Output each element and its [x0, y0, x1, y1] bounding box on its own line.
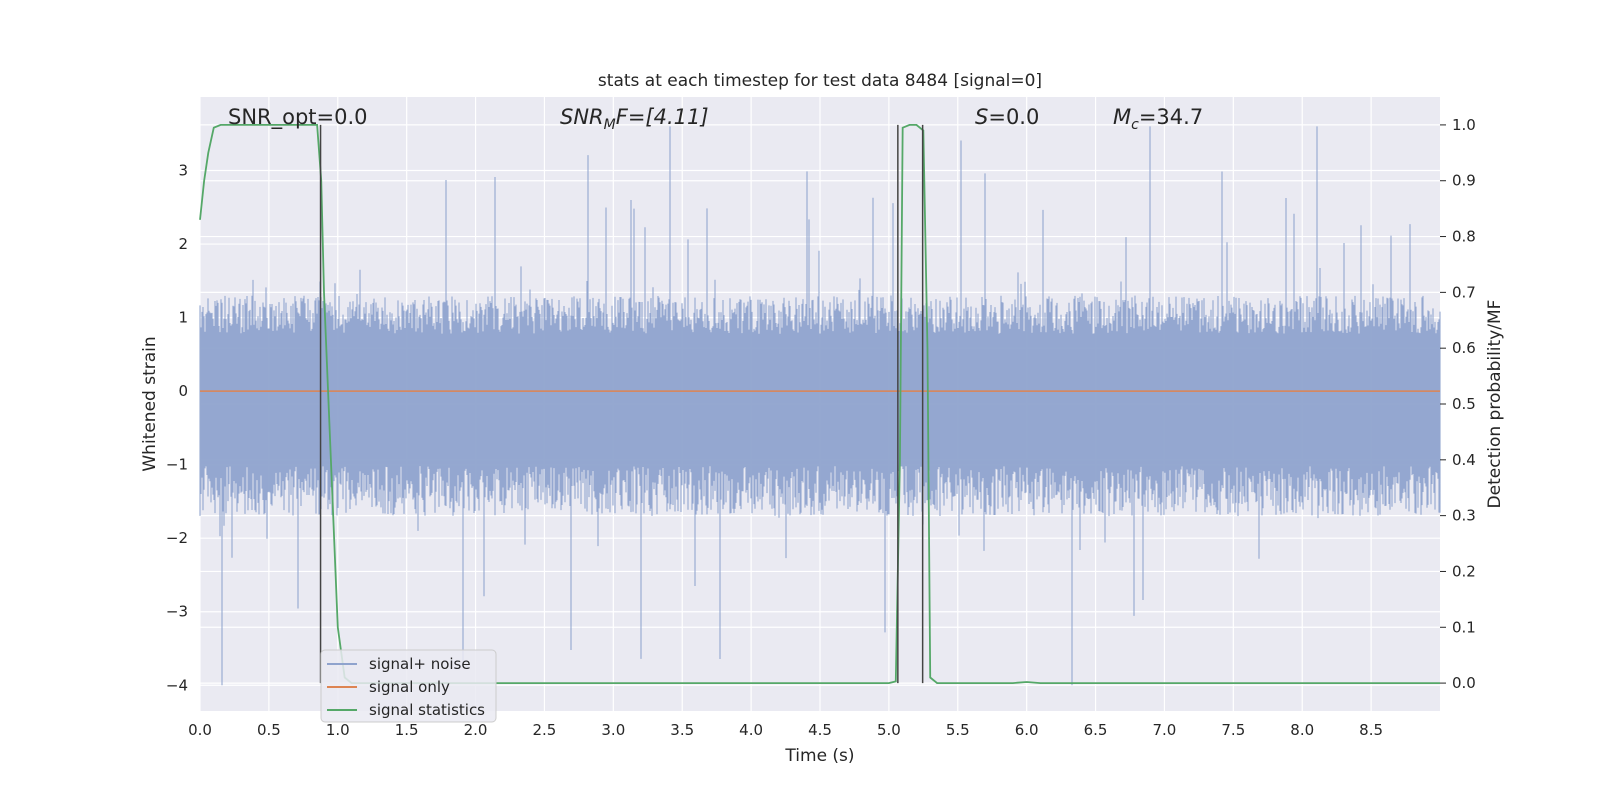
- annotation-mc: Mc=34.7: [1113, 105, 1203, 133]
- annotation-snr-mf-rest: F=[4.11]: [616, 105, 709, 129]
- annotation-snr-opt: SNR_opt=0.0: [228, 105, 368, 130]
- noise-trace: [199, 126, 1441, 686]
- y-tick-label-left: 1: [178, 309, 188, 327]
- y-tick-label-right: 0.9: [1452, 172, 1476, 190]
- x-tick-label: 3.5: [670, 721, 694, 739]
- x-tick-label: 5.0: [877, 721, 901, 739]
- y-tick-label-right: 0.3: [1452, 507, 1476, 525]
- annotation-s-rest: =0.0: [988, 105, 1039, 129]
- x-tick-label: 4.5: [808, 721, 832, 739]
- legend-label: signal statistics: [369, 701, 485, 719]
- x-tick-label: 0.5: [257, 721, 281, 739]
- y-tick-label-left: −4: [166, 676, 188, 694]
- x-tick-label: 8.0: [1290, 721, 1314, 739]
- x-tick-label: 2.0: [464, 721, 488, 739]
- y-tick-label-left: 3: [178, 162, 188, 180]
- x-tick-label: 1.0: [326, 721, 350, 739]
- x-tick-label: 3.0: [601, 721, 625, 739]
- y-tick-label-right: 0.7: [1452, 283, 1476, 301]
- y-axis-label-left: Whitened strain: [140, 336, 160, 471]
- y-tick-label-left: −3: [166, 603, 188, 621]
- annotation-mc-sub: c: [1131, 117, 1139, 133]
- legend-label: signal+ noise: [369, 655, 471, 673]
- vertical-markers: [319, 124, 924, 684]
- x-tick-label: 1.5: [395, 721, 419, 739]
- y-tick-label-right: 0.2: [1452, 562, 1476, 580]
- tick-labels: 0.0 0.5 1.0 1.5 2.0 2.5 3.0 3.5 4.0 4.5 5.0 5.5 6.0 6…: [166, 116, 1476, 739]
- y-tick-label-right: 0.5: [1452, 395, 1476, 413]
- x-tick-label: 4.0: [739, 721, 763, 739]
- signal-statistics-line: [199, 124, 1440, 684]
- annotation-mc-main: M: [1113, 105, 1131, 129]
- legend-label: signal only: [369, 678, 450, 696]
- y-tick-label-right: 0.1: [1452, 618, 1476, 636]
- x-tick-label: 6.0: [1015, 721, 1039, 739]
- y-tick-label-right: 1.0: [1452, 116, 1476, 134]
- legend: signal+ noise signal only signal statistic…: [320, 649, 497, 723]
- y-tick-label-left: 0: [178, 382, 188, 400]
- y-tick-label-left: 2: [178, 235, 188, 253]
- annotation-mc-rest: =34.7: [1139, 105, 1203, 129]
- series-signal-noise: [199, 126, 1441, 686]
- y-tick-label-right: 0.4: [1452, 451, 1476, 469]
- chart-title: stats at each timestep for test data 848…: [598, 71, 1042, 91]
- x-tick-label: 5.5: [946, 721, 970, 739]
- legend-box: [320, 649, 497, 723]
- x-tick-label: 0.0: [188, 721, 212, 739]
- y-tick-label-right: 0.6: [1452, 339, 1476, 357]
- annotation-snr-mf-sub: M: [604, 117, 616, 133]
- y-tick-label-right: 0.0: [1452, 674, 1476, 692]
- x-tick-label: 7.0: [1153, 721, 1177, 739]
- y-tick-label-right: 0.8: [1452, 228, 1476, 246]
- x-tick-label: 7.5: [1221, 721, 1245, 739]
- x-axis-label: Time (s): [784, 746, 854, 766]
- y-tick-label-left: −2: [166, 529, 188, 547]
- x-tick-label: 2.5: [533, 721, 557, 739]
- annotation-snr-mf: SNRMF=[4.11]: [560, 105, 709, 133]
- x-tick-label: 8.5: [1359, 721, 1383, 739]
- annotation-snr-mf-rest-text: F=[4.11]: [616, 105, 709, 129]
- y-tick-label-left: −1: [166, 456, 188, 474]
- annotation-snr-mf-main: SNR: [560, 105, 604, 129]
- x-tick-label: 6.5: [1084, 721, 1108, 739]
- y-axis-label-right: Detection probability/MF: [1485, 300, 1505, 509]
- series-lines: [199, 124, 1440, 684]
- annotation-s: S=0.0: [975, 105, 1039, 129]
- annotation-s-main: S: [975, 105, 988, 129]
